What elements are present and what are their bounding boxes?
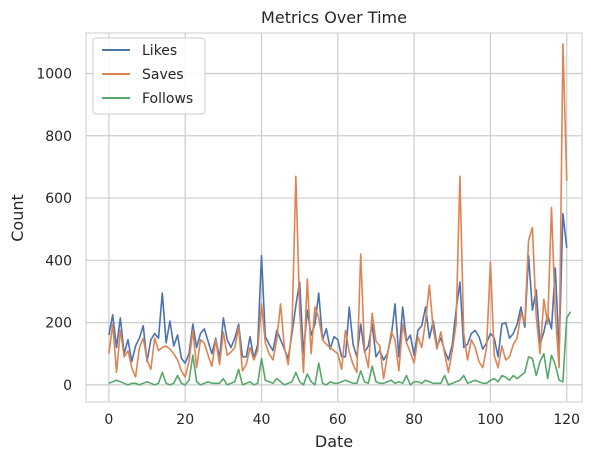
x-tick-label: 120 — [553, 412, 580, 428]
series-lines — [108, 43, 572, 386]
y-tick-label: 400 — [45, 253, 72, 269]
chart-title: Metrics Over Time — [261, 8, 407, 27]
legend-box — [92, 37, 206, 115]
series-line-saves — [108, 43, 568, 380]
series-line-likes — [108, 212, 568, 364]
plot-frame — [85, 32, 583, 403]
x-tick-label: 80 — [405, 412, 423, 428]
x-tick-label: 40 — [253, 412, 271, 428]
y-tick-label: 1000 — [36, 66, 72, 82]
legend-label-saves: Saves — [142, 67, 184, 83]
x-axis: 0 20 40 60 80 100 120 — [104, 412, 580, 428]
y-axis-title: Count — [8, 194, 27, 242]
legend-label-likes: Likes — [142, 43, 177, 59]
y-tick-label: 800 — [45, 129, 72, 145]
x-tick-label: 100 — [477, 412, 504, 428]
x-tick-label: 60 — [329, 412, 347, 428]
legend: Likes Saves Follows — [92, 37, 206, 115]
x-tick-label: 0 — [104, 412, 113, 428]
y-tick-label: 0 — [63, 378, 72, 394]
y-tick-label: 200 — [45, 316, 72, 332]
legend-label-follows: Follows — [142, 91, 193, 107]
y-tick-label: 600 — [45, 191, 72, 207]
x-tick-label: 20 — [176, 412, 194, 428]
y-axis: 0 200 400 600 800 1000 — [36, 66, 72, 393]
x-axis-title: Date — [315, 432, 353, 451]
series-line-follows — [108, 311, 572, 386]
